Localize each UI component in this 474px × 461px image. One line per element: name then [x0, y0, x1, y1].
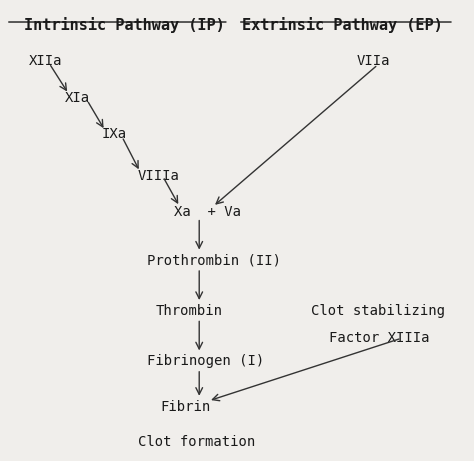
Text: Xa  + Va: Xa + Va — [174, 205, 241, 219]
Text: VIIa: VIIa — [356, 54, 390, 68]
Text: Fibrin: Fibrin — [161, 400, 211, 414]
Text: Clot stabilizing: Clot stabilizing — [310, 304, 445, 318]
Text: Factor XIIIa: Factor XIIIa — [329, 331, 429, 345]
Text: IXa: IXa — [101, 127, 127, 141]
Text: Intrinsic Pathway (IP): Intrinsic Pathway (IP) — [24, 18, 225, 34]
Text: Clot formation: Clot formation — [138, 435, 255, 449]
Text: Prothrombin (II): Prothrombin (II) — [147, 253, 281, 267]
Text: XIIa: XIIa — [28, 54, 62, 68]
Text: Fibrinogen (I): Fibrinogen (I) — [147, 354, 264, 368]
Text: XIa: XIa — [65, 91, 90, 105]
Text: VIIIa: VIIIa — [138, 169, 180, 183]
Text: Thrombin: Thrombin — [156, 304, 223, 318]
Text: Extrinsic Pathway (EP): Extrinsic Pathway (EP) — [242, 18, 443, 34]
